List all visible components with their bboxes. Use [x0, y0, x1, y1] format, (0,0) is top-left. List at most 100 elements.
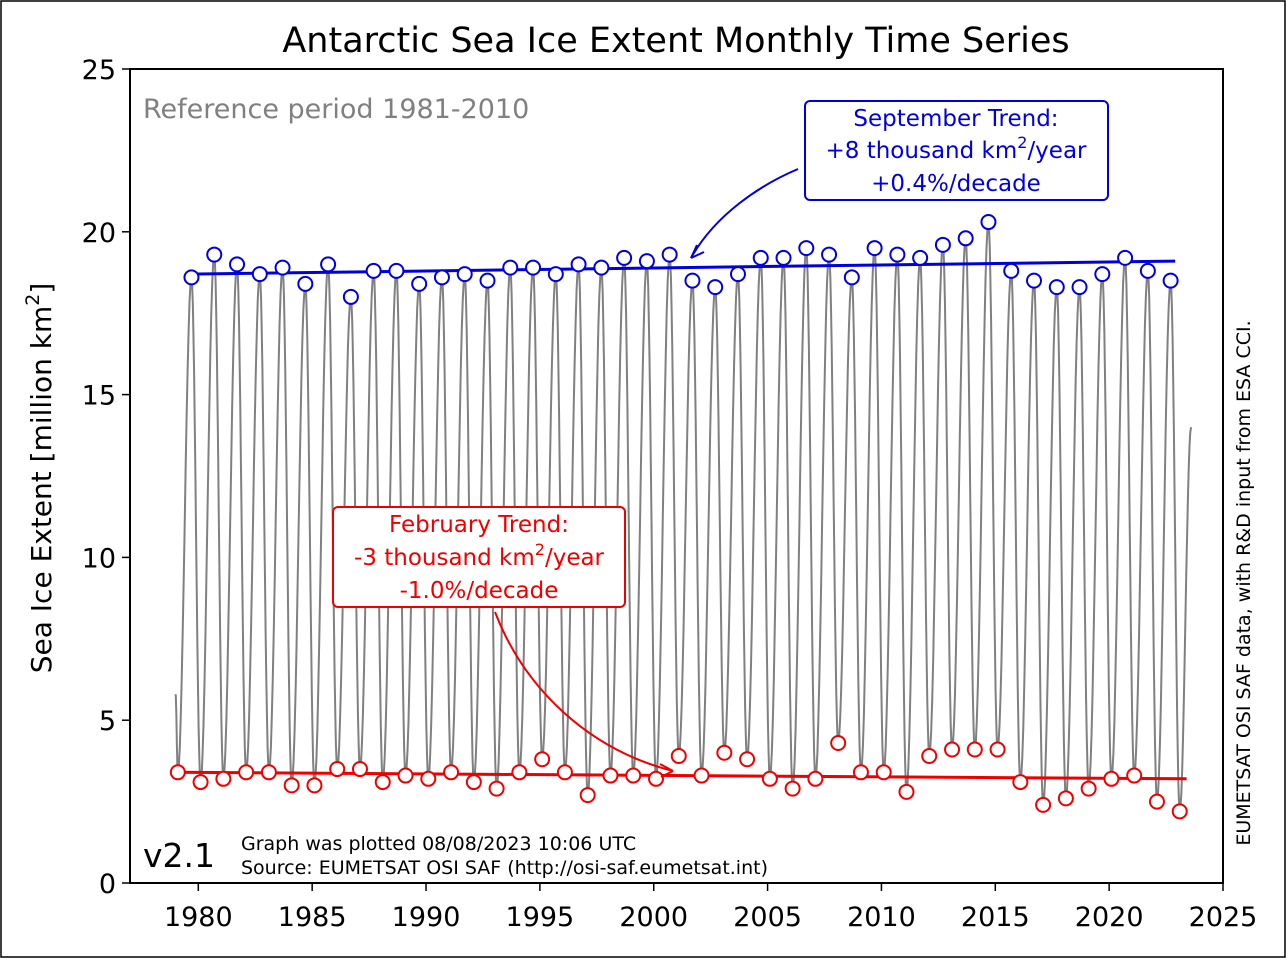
reference-period-note: Reference period 1981-2010: [143, 94, 529, 125]
x-tick-label: 2005: [733, 902, 802, 933]
september-rate-main: +8 thousand km: [826, 138, 1018, 164]
september-point: [821, 246, 838, 263]
february-point: [648, 770, 665, 787]
february-point: [283, 777, 300, 794]
september-point: [661, 246, 678, 263]
february-trend-annotation: February Trend: -3 thousand km2/year -1.…: [332, 506, 674, 778]
february-point: [852, 764, 869, 781]
february-point: [784, 780, 801, 797]
september-point: [934, 236, 951, 253]
september-point: [456, 266, 473, 283]
february-point: [944, 741, 961, 758]
y-axis-label-end: ]: [25, 283, 58, 294]
september-point: [502, 259, 519, 276]
september-point: [1117, 249, 1134, 266]
september-point: [1094, 266, 1111, 283]
february-point: [556, 764, 573, 781]
february-point: [1148, 793, 1165, 810]
september-point: [206, 246, 223, 263]
february-point: [306, 777, 323, 794]
february-point: [989, 741, 1006, 758]
february-rate-unit: /year: [545, 545, 605, 571]
september-point: [547, 266, 564, 283]
september-point: [1071, 279, 1088, 296]
february-point: [420, 770, 437, 787]
y-axis-label-sup: 2: [22, 294, 44, 306]
september-point: [1139, 262, 1156, 279]
february-point: [579, 787, 596, 804]
february-trend-arrow: [494, 611, 674, 772]
y-tick-label: 10: [82, 543, 116, 574]
february-point: [397, 767, 414, 784]
september-point: [433, 269, 450, 286]
axes: 1980 1985 1990 1995 2000 2005 2010 2015 2020 2025…: [82, 55, 1258, 933]
february-point: [693, 767, 710, 784]
september-point: [775, 249, 792, 266]
september-point: [593, 259, 610, 276]
february-point: [192, 774, 209, 791]
february-point: [511, 764, 528, 781]
x-tick-label: 2000: [619, 902, 688, 933]
source-note: Source: EUMETSAT OSI SAF (http://osi-saf…: [241, 857, 768, 879]
september-point: [912, 249, 929, 266]
september-point: [525, 259, 542, 276]
september-point: [1162, 272, 1179, 289]
plot-area: [169, 214, 1193, 820]
september-point: [1026, 272, 1043, 289]
september-point: [342, 288, 359, 305]
february-point: [1080, 780, 1097, 797]
february-point: [716, 744, 733, 761]
february-point: [534, 751, 551, 768]
september-point: [251, 266, 268, 283]
september-point: [1048, 279, 1065, 296]
data-credit-note: EUMETSAT OSI SAF data, with R&D input fr…: [1233, 320, 1255, 845]
february-point: [807, 770, 824, 787]
september-point: [638, 253, 655, 270]
september-point: [798, 240, 815, 257]
february-point: [898, 783, 915, 800]
september-trend-rate: +8 thousand km2/year: [826, 133, 1088, 164]
september-point: [570, 256, 587, 273]
september-trend-percent: +0.4%/decade: [871, 171, 1041, 197]
september-point: [365, 262, 382, 279]
february-point: [1103, 770, 1120, 787]
february-point: [169, 764, 186, 781]
september-rate-sup: 2: [1017, 133, 1027, 152]
y-tick-label: 15: [82, 381, 116, 412]
february-point: [1171, 803, 1188, 820]
x-tick-label: 2025: [1189, 902, 1258, 933]
september-point: [616, 249, 633, 266]
y-axis-label-main: Sea Ice Extent [million km: [25, 306, 58, 674]
february-trend-box: [332, 506, 626, 608]
september-point: [297, 275, 314, 292]
september-point: [229, 256, 246, 273]
september-trend-annotation: September Trend: +8 thousand km2/year +0…: [690, 100, 1109, 259]
x-tick-label: 1995: [506, 902, 575, 933]
february-point: [465, 774, 482, 791]
february-point: [761, 770, 778, 787]
february-point: [602, 767, 619, 784]
chart-title: Antarctic Sea Ice Extent Monthly Time Se…: [282, 21, 1069, 61]
x-tick-label: 2015: [961, 902, 1030, 933]
february-point: [921, 748, 938, 765]
september-point: [843, 269, 860, 286]
september-point: [866, 240, 883, 257]
february-arrow-head: [659, 763, 674, 778]
x-tick-label: 1990: [392, 902, 461, 933]
x-tick-label: 2010: [847, 902, 916, 933]
february-point: [1035, 796, 1052, 813]
september-arrow-head: [690, 244, 705, 259]
september-point: [479, 272, 496, 289]
february-point: [238, 764, 255, 781]
february-point: [966, 741, 983, 758]
february-point: [329, 761, 346, 778]
x-tick-label: 2020: [1075, 902, 1144, 933]
february-point: [488, 780, 505, 797]
february-point: [351, 761, 368, 778]
september-point: [889, 246, 906, 263]
september-trend-box: [804, 100, 1109, 201]
february-point: [1126, 767, 1143, 784]
